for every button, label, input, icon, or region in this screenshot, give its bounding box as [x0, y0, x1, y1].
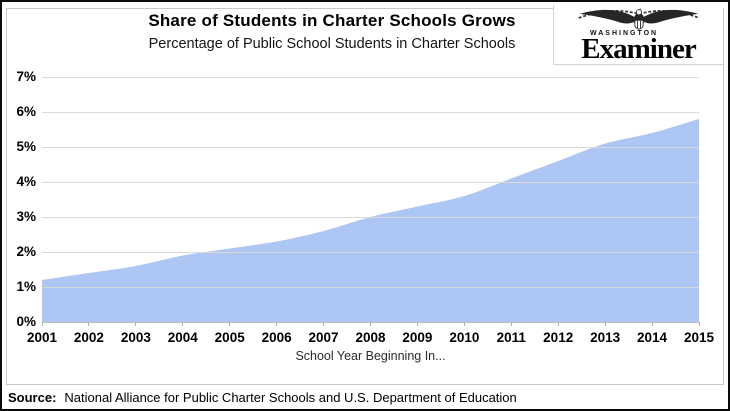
y-axis-tick-label: 1%	[16, 279, 36, 294]
x-axis-tick	[88, 322, 90, 326]
x-axis-tick-label: 2006	[261, 330, 292, 345]
logo-name-label: Examiner	[581, 33, 696, 65]
x-axis-tick-label: 2003	[120, 330, 151, 345]
logo-city-label: WASHINGTON	[590, 30, 659, 37]
y-axis-tick-label: 0%	[16, 314, 36, 329]
x-axis-tick-label: 2004	[167, 330, 198, 345]
chart-title: Share of Students in Charter Schools Gro…	[148, 11, 516, 30]
x-axis-tick-label: 2009	[402, 330, 433, 345]
gridline	[42, 147, 699, 148]
gridline	[42, 252, 699, 253]
x-axis-tick	[416, 322, 418, 326]
x-axis-tick-label: 2005	[214, 330, 245, 345]
x-axis-tick	[651, 322, 653, 326]
x-axis-tick-label: 2007	[308, 330, 339, 345]
plot-area: School Year Beginning In... 0% 1% 2% 3% 4% 5%…	[16, 69, 714, 363]
x-axis-tick	[182, 322, 184, 326]
x-axis-tick	[370, 322, 371, 326]
x-axis-tick-label: 2014	[637, 330, 668, 345]
source-line: Source: National Alliance for Public Char…	[8, 390, 517, 405]
x-axis-tick-label: 2008	[355, 330, 386, 345]
y-axis-tick-label: 2%	[16, 244, 36, 259]
source-label: Source:	[8, 390, 57, 405]
gridline	[42, 287, 699, 288]
x-axis-tick-label: 2011	[496, 330, 526, 345]
source-text: National Alliance for Public Charter Sch…	[64, 390, 517, 405]
x-axis-title: School Year Beginning In...	[295, 349, 446, 363]
y-axis-tick-label: 4%	[16, 174, 36, 189]
x-axis-tick	[604, 322, 606, 326]
gridline	[42, 112, 699, 113]
gridline	[42, 77, 699, 78]
x-axis-tick-label: 2002	[73, 330, 104, 345]
y-axis-tick-label: 6%	[16, 104, 36, 119]
x-axis-tick	[323, 322, 325, 326]
x-axis-tick	[463, 322, 465, 326]
x-axis-tick	[276, 322, 278, 326]
x-axis-tick-label: 2015	[683, 330, 715, 345]
gridline	[42, 182, 699, 183]
y-axis-tick-label: 3%	[16, 209, 36, 224]
x-axis-tick	[229, 322, 231, 326]
washington-examiner-logo: WASHINGTON Examiner	[553, 5, 723, 65]
x-axis-tick-label: 2010	[449, 330, 480, 345]
x-axis-tick	[510, 322, 512, 326]
x-axis-tick-label: 2013	[590, 330, 621, 345]
x-axis-tick	[135, 322, 137, 326]
x-axis-tick-label: 2001	[26, 330, 58, 345]
eagle-icon	[578, 7, 700, 30]
y-axis-tick-label: 7%	[16, 69, 36, 84]
x-axis-tick	[41, 322, 43, 326]
area-fill	[42, 119, 699, 322]
x-axis-tick-label: 2012	[543, 330, 574, 345]
x-axis-tick	[698, 322, 700, 326]
chart-subtitle: Percentage of Public School Students in …	[148, 36, 516, 52]
area-series	[42, 119, 699, 322]
x-axis-tick	[557, 322, 559, 326]
gridline	[42, 217, 699, 218]
y-axis-tick-label: 5%	[16, 139, 36, 154]
